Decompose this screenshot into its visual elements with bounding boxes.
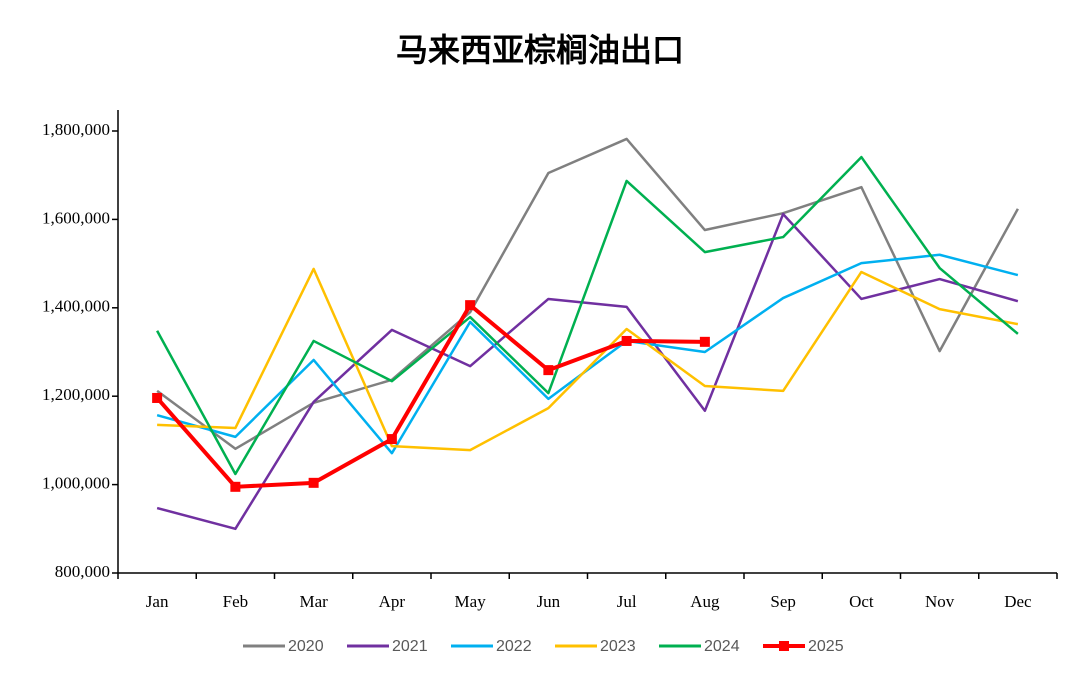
- series-line: [156, 212, 1019, 531]
- point-marker: [465, 300, 476, 311]
- legend-label: 2024: [704, 638, 740, 655]
- point-marker: [152, 392, 163, 403]
- x-tick-label: Feb: [223, 592, 249, 611]
- x-tick-label: Jan: [146, 592, 169, 611]
- point-marker: [699, 336, 710, 347]
- y-tick-label: 1,000,000: [42, 474, 110, 493]
- legend-label: 2022: [496, 638, 532, 655]
- y-tick-label: 1,200,000: [42, 385, 110, 404]
- point-marker: [543, 365, 554, 376]
- y-tick-label: 800,000: [55, 562, 110, 581]
- legend-label: 2020: [288, 638, 324, 655]
- x-tick-label: Apr: [379, 592, 406, 611]
- point-marker: [386, 434, 397, 445]
- legend-marker: [779, 641, 789, 651]
- point-marker: [308, 477, 319, 488]
- x-tick-label: Sep: [770, 592, 796, 611]
- x-tick-label: May: [455, 592, 487, 611]
- x-tick-label: Nov: [925, 592, 955, 611]
- chart-title: 马来西亚棕榈油出口: [396, 31, 684, 69]
- series-line: [155, 303, 705, 489]
- x-tick-label: Jul: [617, 592, 637, 611]
- y-tick-label: 1,400,000: [42, 297, 110, 316]
- series-line: [157, 267, 1019, 452]
- legend-label: 2025: [808, 638, 844, 655]
- y-tick-label: 1,800,000: [42, 120, 110, 139]
- legend-label: 2021: [392, 638, 428, 655]
- x-tick-label: Mar: [299, 592, 328, 611]
- series-line: [156, 137, 1019, 451]
- x-tick-label: Aug: [690, 592, 720, 611]
- x-tick-label: Jun: [537, 592, 561, 611]
- series-line: [156, 155, 1019, 476]
- y-tick-label: 1,600,000: [42, 208, 110, 227]
- point-marker: [230, 481, 241, 492]
- point-marker: [621, 335, 632, 346]
- x-tick-label: Oct: [849, 592, 874, 611]
- legend-label: 2023: [600, 638, 636, 655]
- x-tick-label: Dec: [1004, 592, 1032, 611]
